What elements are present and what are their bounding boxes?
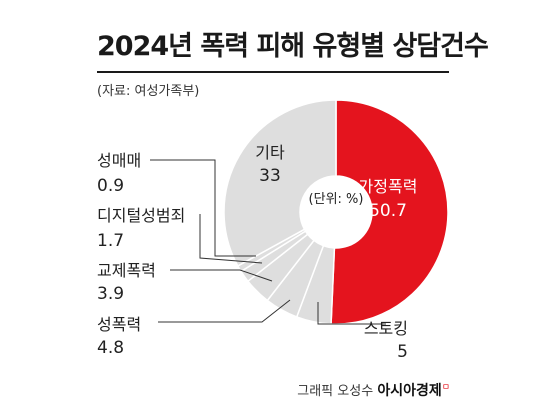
chart-title: 2024년 폭력 피해 유형별 상담건수 bbox=[97, 31, 489, 62]
slice-label-5: 성매매 bbox=[97, 151, 141, 170]
slice-value-3: 3.9 bbox=[97, 284, 124, 304]
slice-value-2: 4.8 bbox=[97, 338, 124, 358]
credit-prefix: 그래픽 오성수 bbox=[297, 384, 374, 399]
leader-line-1 bbox=[317, 302, 386, 325]
slice-value-4: 1.7 bbox=[97, 231, 124, 251]
credit-line: 그래픽 오성수 아시아경제ㅁ bbox=[297, 380, 450, 400]
slices-group bbox=[223, 99, 449, 325]
leader-line-4 bbox=[199, 214, 263, 264]
slice-6 bbox=[223, 99, 337, 267]
slice-0 bbox=[330, 99, 449, 325]
unit-label: (단위: %) bbox=[309, 192, 364, 207]
leader-line-5 bbox=[150, 159, 256, 257]
slice-value-1: 5 bbox=[397, 342, 408, 362]
slice-label-4: 디지털성범죄 bbox=[97, 206, 185, 225]
slice-label-2: 성폭력 bbox=[97, 315, 141, 334]
slice-label-1: 스토킹 bbox=[364, 319, 408, 338]
labels-group: 가정폭력 50.7 스토킹 5 성폭력 4.8 교제폭력 3.9 디지털성범죄 1.7 성매매 0.9… bbox=[97, 143, 417, 362]
slice-label-6: 기타 bbox=[255, 143, 285, 162]
leader-line-2 bbox=[158, 299, 291, 323]
slice-value-5: 0.9 bbox=[97, 176, 124, 196]
slice-value-0: 50.7 bbox=[369, 201, 407, 221]
brand-mark: ㅁ bbox=[441, 383, 450, 393]
slice-label-0: 가정폭력 bbox=[359, 177, 418, 196]
slice-label-3: 교제폭력 bbox=[97, 261, 156, 280]
leader-line-3 bbox=[170, 269, 273, 282]
source-note: (자료: 여성가족부) bbox=[97, 84, 200, 99]
leaders-group bbox=[150, 159, 386, 325]
slice-value-6: 33 bbox=[259, 166, 281, 186]
brand-name: 아시아경제 bbox=[377, 383, 442, 399]
title-rule bbox=[97, 71, 449, 73]
